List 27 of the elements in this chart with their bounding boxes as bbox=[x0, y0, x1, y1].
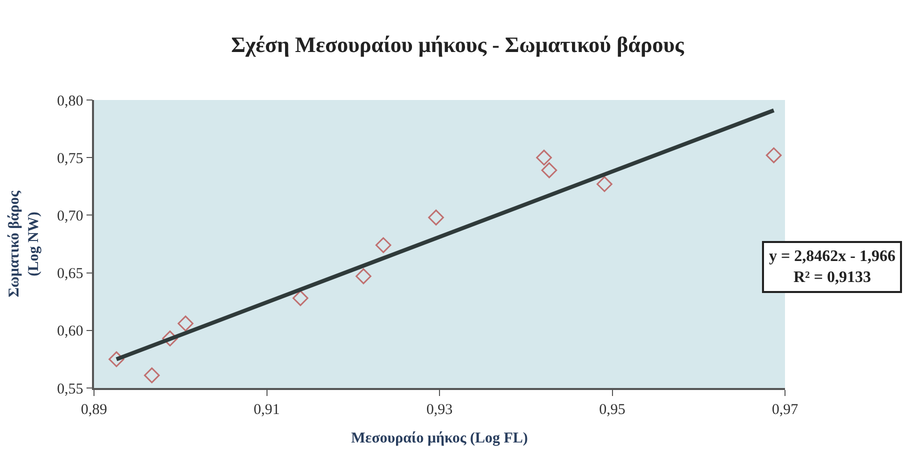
y-tick-label: 0,75 bbox=[57, 150, 84, 167]
point bbox=[292, 290, 308, 306]
x-tick-label: 0,97 bbox=[772, 402, 799, 418]
point bbox=[541, 162, 558, 178]
point bbox=[428, 210, 444, 226]
y-tick-label: 0,70 bbox=[57, 208, 84, 224]
y-tick-label: 0,55 bbox=[57, 381, 84, 398]
x-tick-label: 0,89 bbox=[80, 402, 108, 418]
point bbox=[356, 268, 372, 284]
y-tick-label: 0,80 bbox=[57, 93, 84, 110]
x-tick-label: 0,93 bbox=[426, 402, 453, 418]
point bbox=[536, 150, 552, 166]
y-axis-title: Σωματικό βάρος (Log NW) bbox=[6, 190, 42, 298]
x-tick-label: 0,95 bbox=[599, 402, 626, 418]
annotation: y = 2,8462x - 1,966 R² = 0,9133 bbox=[769, 248, 896, 286]
point bbox=[596, 176, 612, 192]
x-axis-title: Μεσουραίο μήκος (Log FL) bbox=[351, 430, 528, 446]
y-tick-label: 0,60 bbox=[57, 324, 84, 340]
point bbox=[162, 330, 178, 346]
point bbox=[375, 237, 392, 254]
chart-title: Σχέση Μεσουραίου μήκους - Σωματικού βάρους bbox=[231, 32, 685, 57]
point bbox=[108, 351, 124, 368]
point bbox=[178, 316, 194, 332]
point bbox=[766, 147, 782, 164]
x-tick-label: 0,91 bbox=[254, 402, 280, 418]
point bbox=[144, 367, 160, 384]
y-tick-label: 0,65 bbox=[57, 266, 84, 282]
